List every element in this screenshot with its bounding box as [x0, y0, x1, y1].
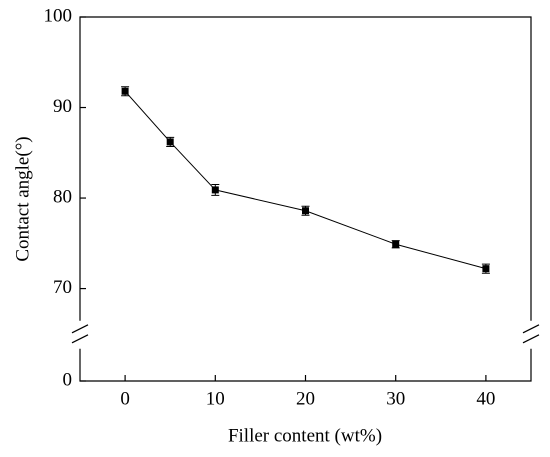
y-axis-label: Contact angle(°): [12, 136, 33, 261]
data-point: [211, 186, 219, 194]
x-tick-label: 30: [386, 388, 405, 409]
data-point: [166, 138, 174, 146]
x-axis-label: Filler content (wt%): [228, 425, 382, 446]
y-tick-label: 80: [53, 186, 72, 207]
axis-break: [522, 334, 540, 344]
axis-break: [71, 324, 89, 334]
x-tick-label: 10: [206, 388, 225, 409]
data-point: [302, 207, 309, 215]
data-point: [392, 240, 400, 248]
data-point: [121, 87, 129, 95]
y-tick-label: 90: [53, 96, 72, 117]
axis-break: [71, 334, 89, 344]
y-tick-label: 100: [44, 5, 73, 26]
x-tick-label: 40: [476, 388, 495, 409]
data-point: [482, 265, 490, 273]
axis-frame: [79, 16, 532, 382]
data-line: [124, 90, 487, 270]
y-tick-label: 70: [53, 277, 72, 298]
x-tick-label: 0: [120, 388, 130, 409]
axis-break: [522, 324, 540, 334]
y-tick-label: 0: [63, 369, 73, 390]
x-tick-label: 20: [296, 388, 315, 409]
